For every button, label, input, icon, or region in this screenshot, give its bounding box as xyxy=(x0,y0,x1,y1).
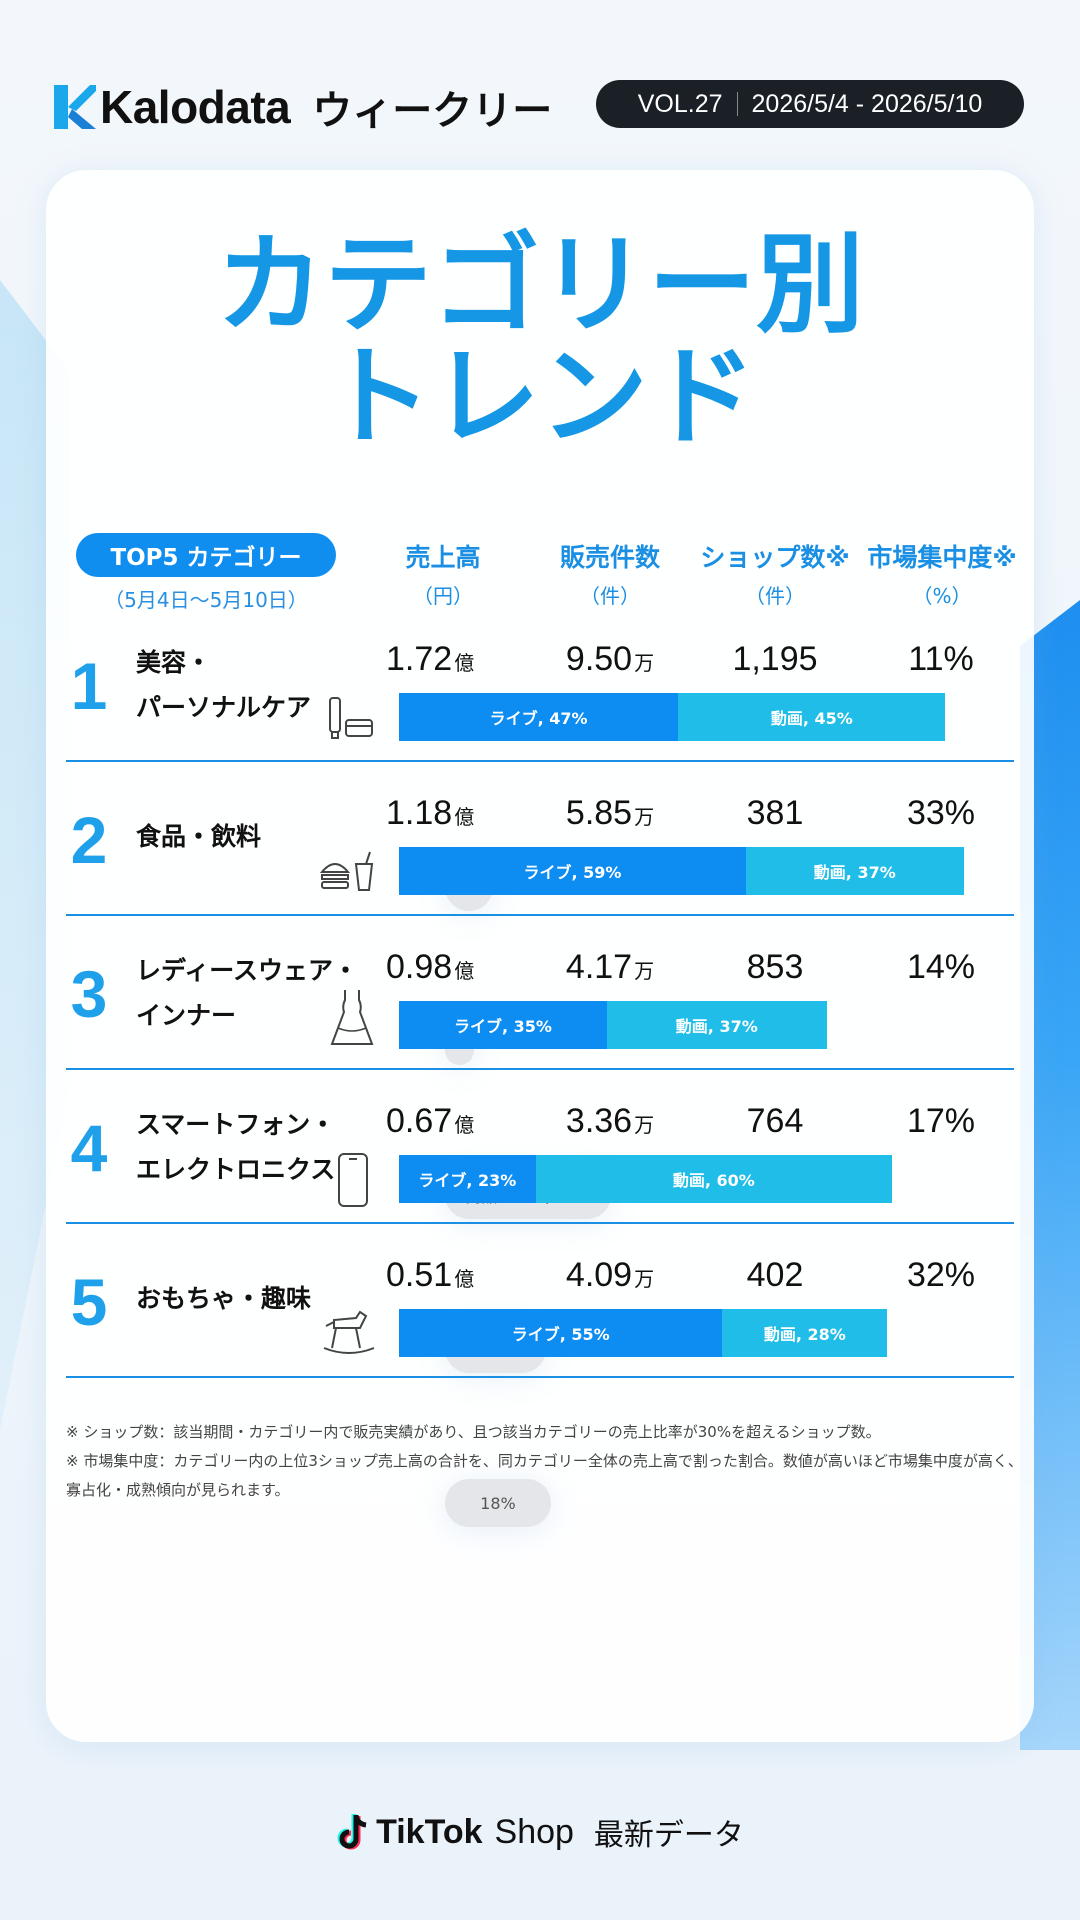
row-divider xyxy=(66,1376,1014,1378)
category-line: 美容・ xyxy=(136,648,212,677)
concentration-value: 11% xyxy=(908,640,974,678)
row-divider xyxy=(66,760,1014,762)
video-segment: 動画, 37% xyxy=(606,1001,827,1049)
units-value: 9.50 万 xyxy=(565,640,655,678)
table-row: 1 美容・ パーソナルケア 1.72 億 9.50 万 1,195 11% ライブ,… xyxy=(66,630,1014,911)
live-segment: ライブ, 35% xyxy=(399,1001,607,1049)
channel-share-bar: ライブ, 59% 動画, 37% 5% xyxy=(399,847,993,1065)
category-line: レディースウェア・ xyxy=(136,956,359,985)
sales-value: 1.72 億 xyxy=(386,640,475,678)
row-divider xyxy=(66,1222,1014,1224)
smartphone-icon xyxy=(338,1153,368,1207)
channel-share-bar: ライブ, 23% 動画, 60% 17% xyxy=(399,1155,993,1373)
footnotes: ※ ショップ数：該当期間・カテゴリー内で販売実績があり、且つ該当カテゴリーの売上… xyxy=(66,1418,1026,1505)
rank-number: 3 xyxy=(70,957,108,1031)
shops-value: 1,195 xyxy=(732,640,818,678)
table-row: 5 おもちゃ・趣味 0.51 億 4.09 万 402 32% ライブ, 55% 動… xyxy=(66,1246,1014,1527)
category-line: おもちゃ・趣味 xyxy=(136,1284,312,1313)
units-value: 4.09 万 xyxy=(565,1256,655,1294)
channel-share-bar: ライブ, 35% 動画, 37% 商品カード, 28% xyxy=(399,1001,993,1219)
column-unit-concentration: （%） xyxy=(912,584,972,608)
divider xyxy=(736,92,738,116)
row-divider xyxy=(66,914,1014,916)
units-value: 3.36 万 xyxy=(565,1102,655,1140)
kalodata-logo-icon xyxy=(54,85,96,129)
sales-value: 0.98 億 xyxy=(386,948,475,986)
burger-drink-icon xyxy=(319,851,374,891)
sales-value: 0.51 億 xyxy=(386,1256,475,1294)
row-divider xyxy=(66,1068,1014,1070)
rank-number: 4 xyxy=(70,1111,108,1185)
card-segment: 18% xyxy=(445,1479,551,1527)
volume-date-badge: VOL.27 2026/5/4 - 2026/5/10 xyxy=(596,80,1024,128)
category-line: 食品・飲料 xyxy=(136,822,262,851)
rank-number: 2 xyxy=(70,803,108,877)
brand-header: Kalodata ウィークリー xyxy=(54,78,552,136)
shop-wordmark: Shop xyxy=(494,1812,574,1851)
category-line: スマートフォン・ xyxy=(136,1110,336,1139)
cosmetics-icon xyxy=(329,697,373,739)
concentration-value: 33% xyxy=(906,794,976,832)
footnote-concentration: ※ 市場集中度：カテゴリー内の上位3ショップ売上高の合計を、同カテゴリー全体の売… xyxy=(66,1452,1023,1470)
shops-value: 764 xyxy=(746,1102,804,1140)
rocking-horse-icon xyxy=(323,1310,375,1354)
column-header-units: 販売件数 xyxy=(559,543,660,572)
column-header-concentration: 市場集中度※ xyxy=(867,543,1017,572)
column-unit-shops: （件） xyxy=(745,584,805,608)
category-name: 食品・飲料 xyxy=(136,814,261,859)
date-range: 2026/5/4 - 2026/5/10 xyxy=(751,89,983,118)
content-card xyxy=(46,170,1034,1742)
category-name: スマートフォン・ エレクトロニクス xyxy=(136,1102,335,1192)
video-segment: 動画, 37% xyxy=(745,847,964,895)
category-name: おもちゃ・趣味 xyxy=(136,1276,311,1321)
concentration-value: 32% xyxy=(906,1256,976,1294)
column-header-shops: ショップ数※ xyxy=(700,543,850,572)
units-value: 4.17 万 xyxy=(565,948,655,986)
brand-subtitle: ウィークリー xyxy=(312,88,553,134)
tiktok-wordmark: TikTok xyxy=(376,1812,483,1851)
video-segment: 動画, 45% xyxy=(678,693,946,741)
concentration-value: 14% xyxy=(906,948,976,986)
top5-badge: TOP5 カテゴリー xyxy=(76,533,336,577)
units-value: 5.85 万 xyxy=(565,794,655,832)
dress-icon xyxy=(330,990,374,1045)
sales-value: 1.18 億 xyxy=(386,794,475,832)
shops-value: 853 xyxy=(746,948,804,986)
video-segment: 動画, 60% xyxy=(535,1155,892,1203)
channel-share-bar: ライブ, 55% 動画, 28% 18% xyxy=(399,1309,993,1527)
volume-label: VOL.27 xyxy=(637,89,723,118)
channel-share-bar: ライブ, 47% 動画, 45% 8% xyxy=(399,693,993,911)
footnote-concentration-cont: 寡占化・成熟傾向が見られます。 xyxy=(66,1481,290,1499)
column-unit-sales: （円） xyxy=(413,584,473,608)
shops-value: 402 xyxy=(746,1256,804,1294)
live-segment: ライブ, 59% xyxy=(399,847,746,895)
category-line: エレクトロニクス xyxy=(136,1155,336,1184)
live-segment: ライブ, 23% xyxy=(399,1155,536,1203)
tiktok-shop-footer: TikTok Shop 最新データ xyxy=(0,1810,1080,1854)
video-segment: 動画, 28% xyxy=(722,1309,888,1357)
rank-number: 1 xyxy=(70,649,108,723)
category-line: パーソナルケア xyxy=(136,693,312,722)
concentration-value: 17% xyxy=(906,1102,976,1140)
page-title-line1: カテゴリー別 xyxy=(215,223,864,348)
live-segment: ライブ, 47% xyxy=(399,693,679,741)
table-row: 2 食品・飲料 1.18 億 5.85 万 381 33% ライブ, 59% 動画,… xyxy=(66,784,1014,1065)
footnote-shops: ※ ショップ数：該当期間・カテゴリー内で販売実績があり、且つ該当カテゴリーの売上… xyxy=(66,1423,881,1441)
tiktok-logo-icon xyxy=(337,1814,367,1850)
category-name: レディースウェア・ インナー xyxy=(136,948,358,1038)
column-header-sales: 売上高 xyxy=(405,543,481,572)
footer-subtitle: 最新データ xyxy=(593,1818,744,1853)
rank-number: 5 xyxy=(70,1265,108,1339)
category-name: 美容・ パーソナルケア xyxy=(136,640,311,730)
period-label: （5月4日〜5月10日） xyxy=(104,588,308,612)
brand-name: Kalodata xyxy=(100,81,291,133)
category-line: インナー xyxy=(136,1001,237,1030)
live-segment: ライブ, 55% xyxy=(399,1309,723,1357)
column-unit-units: （件） xyxy=(580,584,640,608)
page-title-line2: トレンド xyxy=(323,335,756,460)
shops-value: 381 xyxy=(746,794,804,832)
sales-value: 0.67 億 xyxy=(386,1102,475,1140)
